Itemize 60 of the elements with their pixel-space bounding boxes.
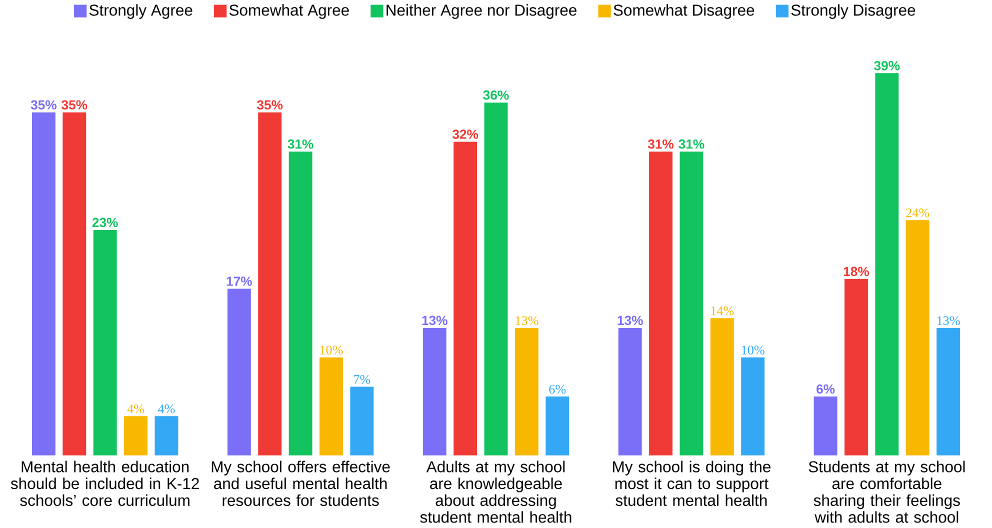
bar xyxy=(680,152,704,456)
x-tick-label: Mental health education should be included in K-12 schools’ core curriculum xyxy=(10,460,199,506)
bar xyxy=(350,386,374,456)
x-tick-label: My school offers effective and useful mental health resources for students xyxy=(212,460,390,506)
legend-label: Strongly Agree xyxy=(89,4,192,19)
bar xyxy=(906,220,930,456)
bar xyxy=(936,328,960,456)
bar xyxy=(618,328,642,456)
data-label: 35% xyxy=(257,100,283,110)
data-label: 31% xyxy=(648,139,674,149)
data-label: 39% xyxy=(874,61,900,70)
data-label: 6% xyxy=(816,384,835,394)
bar xyxy=(422,328,446,456)
data-label: 13% xyxy=(937,316,960,326)
data-label: 35% xyxy=(62,100,88,110)
bar xyxy=(844,278,868,456)
legend-label: Strongly Disagree xyxy=(791,4,916,19)
legend-label: Somewhat Agree xyxy=(229,4,349,19)
bar xyxy=(710,318,734,456)
data-label: 4% xyxy=(127,404,144,414)
x-tick-label: My school is doing the most it can to support student mental health xyxy=(613,460,770,506)
data-label: 4% xyxy=(158,404,175,414)
data-label: 18% xyxy=(844,266,870,276)
bar xyxy=(62,112,86,456)
bar xyxy=(258,112,282,456)
bar xyxy=(32,112,56,456)
x-tick-label: Students at my school are comfortable sharing their feelings with adults at school xyxy=(808,460,965,523)
bar xyxy=(649,152,673,456)
bar xyxy=(484,102,508,456)
data-label: 32% xyxy=(452,130,478,139)
data-label: 10% xyxy=(742,346,764,354)
bar xyxy=(814,396,838,456)
bar xyxy=(454,142,478,456)
data-label: 24% xyxy=(906,208,930,218)
bar xyxy=(124,416,148,456)
data-label: 31% xyxy=(678,139,704,149)
legend-label: Neither Agree nor Disagree xyxy=(386,4,576,19)
data-label: 13% xyxy=(422,316,448,326)
data-label: 17% xyxy=(226,276,252,286)
x-tick-label: Adults at my school are knowledgeable about addressing student mental health xyxy=(420,460,572,523)
bar xyxy=(514,328,538,456)
data-label: 35% xyxy=(30,100,57,110)
bar xyxy=(875,73,899,456)
data-label: 13% xyxy=(516,316,538,326)
data-label: 13% xyxy=(618,316,643,326)
data-label: 23% xyxy=(92,218,118,228)
data-label: 14% xyxy=(711,306,734,316)
bar xyxy=(320,357,343,456)
bar xyxy=(288,152,312,456)
legend-label: Somewhat Disagree xyxy=(614,4,754,19)
bar xyxy=(93,230,117,456)
data-label: 36% xyxy=(483,90,509,100)
bar xyxy=(154,416,178,456)
bar xyxy=(741,357,765,456)
data-label: 10% xyxy=(320,346,343,354)
bar xyxy=(546,396,570,456)
data-label: 6% xyxy=(549,384,566,394)
data-label: 7% xyxy=(354,374,370,384)
bar xyxy=(227,288,251,456)
data-label: 31% xyxy=(288,139,314,149)
